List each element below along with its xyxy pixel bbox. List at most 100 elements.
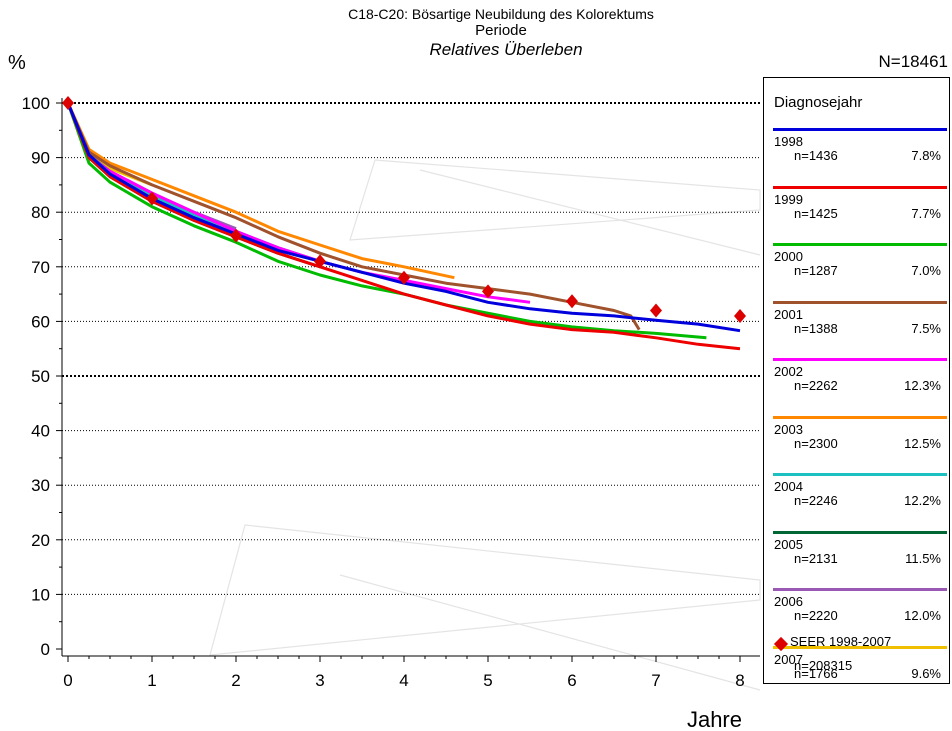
legend-year: 2003 xyxy=(774,421,803,437)
x-tick-label: 1 xyxy=(147,671,156,690)
x-tick-label: 5 xyxy=(483,671,492,690)
legend-entry-2003: 2003 n=2300 12.5% xyxy=(764,415,949,466)
seer-legend-label: SEER 1998-2007 xyxy=(790,634,892,649)
legend-year: 2006 xyxy=(774,594,803,609)
legend-swatch xyxy=(773,128,947,131)
legend-pct: 11.5% xyxy=(905,550,941,566)
chart-subtitle-2: Relatives Überleben xyxy=(429,40,583,59)
seer-marker xyxy=(146,191,158,206)
legend-pct: 7.7% xyxy=(911,205,941,221)
seer-legend-n: n=208315 xyxy=(794,658,853,673)
seer-marker xyxy=(230,228,242,243)
legend-pct: 7.5% xyxy=(911,320,941,336)
legend-title: Diagnosejahr xyxy=(774,94,863,111)
y-tick-label: 40 xyxy=(31,422,50,441)
watermark xyxy=(209,159,761,691)
legend-entry-2004: 2004 n=2246 12.2% xyxy=(764,473,949,523)
y-tick-label: 90 xyxy=(31,149,50,168)
x-tick-label: 0 xyxy=(63,671,72,690)
legend-year: 2002 xyxy=(774,364,803,379)
legend-pct: 12.5% xyxy=(904,435,941,451)
legend-swatch xyxy=(773,185,947,189)
series-line-1999 xyxy=(66,102,741,351)
seer-markers xyxy=(62,96,746,323)
series-line-2002 xyxy=(66,102,531,304)
seer-marker xyxy=(482,284,494,299)
legend-swatch xyxy=(773,473,947,476)
series-group xyxy=(66,102,741,351)
legend-year: 2001 xyxy=(774,306,803,322)
series-line-2003 xyxy=(66,102,455,280)
legend-swatch xyxy=(773,415,947,419)
y-tick-label: 100 xyxy=(22,94,50,113)
legend-swatch xyxy=(773,588,947,591)
legend-n: n=2262 xyxy=(794,378,838,393)
legend-year: 1998 xyxy=(774,134,803,149)
legend-n: n=2220 xyxy=(794,608,838,623)
x-tick-label: 4 xyxy=(399,671,408,690)
x-tick-label: 3 xyxy=(315,671,324,690)
legend-pct: 9.6% xyxy=(911,665,941,681)
x-tick-label: 2 xyxy=(231,671,240,690)
seer-marker xyxy=(566,294,578,309)
legend-pct: 12.3% xyxy=(904,378,941,393)
legend-n: n=1436 xyxy=(794,148,838,163)
x-tick-label: 6 xyxy=(567,671,576,690)
legend-pct: 12.2% xyxy=(904,493,941,508)
legend-swatch xyxy=(773,300,947,304)
series-line-2005 xyxy=(66,102,321,269)
chart-title: C18-C20: Bösartige Neubildung des Kolore… xyxy=(348,6,654,22)
y-tick-label: 70 xyxy=(31,258,50,277)
legend-entry-1999: 1999 n=1425 7.7% xyxy=(764,185,949,236)
legend-entry-2006: 2006 n=2220 12.0% xyxy=(764,588,949,638)
legend-entry-2002: 2002 n=2262 12.3% xyxy=(764,358,949,408)
axes: 0 10 20 30 40 50 60 70 80 90 100 0 1 2 3 4 5 6 7 8 xyxy=(22,94,760,690)
legend-year: 2005 xyxy=(774,536,803,552)
grid xyxy=(62,102,760,595)
legend-pct: 12.0% xyxy=(904,608,941,623)
legend-n: n=1287 xyxy=(794,263,838,278)
seer-marker xyxy=(650,303,662,318)
y-tick-label: 20 xyxy=(31,531,50,550)
y-tick-label: 0 xyxy=(41,640,50,659)
seer-marker xyxy=(734,308,746,323)
series-line-2004 xyxy=(66,102,363,274)
x-tick-label: 7 xyxy=(651,671,660,690)
y-tick-label: 50 xyxy=(31,367,50,386)
legend-swatch xyxy=(773,358,947,361)
series-line-2000 xyxy=(66,102,707,340)
legend-pct: 7.0% xyxy=(911,263,941,278)
y-tick-label: 30 xyxy=(31,476,50,495)
seer-marker xyxy=(398,270,410,285)
legend-n: n=1425 xyxy=(794,205,838,221)
legend-n: n=2246 xyxy=(794,493,838,508)
legend-year: 2007 xyxy=(774,651,803,667)
series-line-1998 xyxy=(66,102,741,333)
legend-year: 2004 xyxy=(774,479,803,494)
legend-swatch xyxy=(773,645,947,649)
legend-swatch xyxy=(773,530,947,534)
legend-year: 1999 xyxy=(774,191,803,207)
legend-swatch xyxy=(773,243,947,246)
legend-entry-2007: 2007 n=1766 9.6% xyxy=(764,645,949,696)
x-axis-label: Jahre xyxy=(687,707,742,731)
legend: Diagnosejahr 1998 n=1436 7.8% 1999 n=1425 7.7… xyxy=(763,77,950,684)
total-n-label: N=18461 xyxy=(878,52,948,71)
legend-n: n=2300 xyxy=(794,435,838,451)
legend-pct: 7.8% xyxy=(911,148,941,163)
legend-entry-2000: 2000 n=1287 7.0% xyxy=(764,243,949,293)
legend-entry-1998: 1998 n=1436 7.8% xyxy=(764,128,949,178)
y-tick-label: 60 xyxy=(31,312,50,331)
seer-marker xyxy=(314,254,326,269)
y-tick-label: 80 xyxy=(31,203,50,222)
y-tick-label: 10 xyxy=(31,585,50,604)
legend-year: 2000 xyxy=(774,249,803,264)
legend-entry-2001: 2001 n=1388 7.5% xyxy=(764,300,949,351)
series-line-2001 xyxy=(66,102,641,331)
y-axis-label: % xyxy=(8,52,26,74)
x-tick-label: 8 xyxy=(735,671,744,690)
legend-n: n=2131 xyxy=(794,550,838,566)
chart-subtitle: Periode xyxy=(475,22,527,39)
legend-n: n=1388 xyxy=(794,320,838,336)
